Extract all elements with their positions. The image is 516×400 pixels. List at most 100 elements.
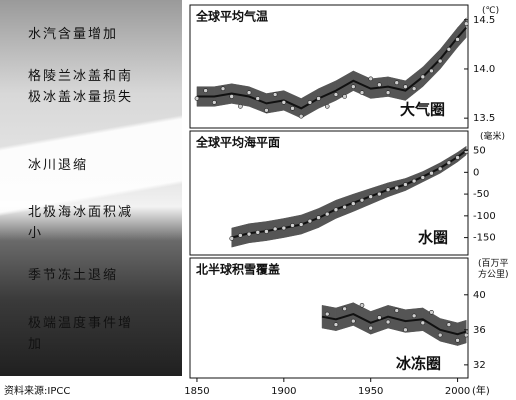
data-point [411, 178, 417, 184]
label: 极端温度事件增加 [28, 316, 134, 352]
data-point [463, 21, 469, 26]
data-point [411, 313, 417, 319]
data-point [333, 92, 339, 97]
data-point [351, 84, 356, 89]
data-point [420, 74, 426, 80]
panel-frame [189, 257, 469, 379]
y-tick-label: 50 [473, 146, 486, 157]
data-point [342, 306, 347, 312]
data-point [333, 322, 339, 327]
data-point [316, 215, 321, 220]
data-point [455, 338, 460, 343]
y-tick-label: 40 [473, 290, 486, 301]
data-point [229, 94, 234, 99]
data-point [298, 113, 304, 119]
data-point [238, 233, 243, 238]
data-point [446, 46, 452, 52]
chart-title: 北半球积雪覆盖 [196, 262, 280, 277]
data-point [307, 100, 313, 105]
annotation: 水圈 [418, 229, 448, 247]
data-point [351, 318, 356, 324]
data-point [377, 315, 382, 320]
data-point [411, 86, 417, 91]
data-point [437, 166, 443, 172]
y-tick-label: 13.5 [473, 113, 495, 124]
data-point [368, 76, 374, 82]
data-point [333, 207, 339, 213]
y-tick-label: 14.0 [473, 64, 495, 75]
y-tick-label: 14.5 [473, 15, 495, 26]
data-point [429, 310, 434, 315]
data-point [385, 319, 391, 325]
trend-line [321, 312, 467, 336]
data-point [281, 225, 287, 231]
data-point [264, 229, 269, 234]
data-point [463, 149, 469, 154]
data-point [368, 325, 374, 331]
data-point [290, 223, 295, 228]
label: 水汽含量增加 [28, 27, 119, 42]
label: 季节冻土退缩 [28, 268, 119, 283]
data-point [455, 155, 460, 160]
annotation: 大气圈 [400, 101, 445, 119]
data-point [203, 88, 208, 93]
data-point [298, 222, 304, 227]
data-point [316, 96, 321, 101]
data-point [194, 96, 200, 101]
y-unit: (℃) [482, 6, 500, 16]
chart-title: 全球平均气温 [195, 9, 268, 24]
label: 格陵兰冰盖和南极冰盖冰量损失 [28, 69, 134, 105]
data-point [403, 327, 408, 333]
photo [0, 0, 182, 376]
y-tick-label: 32 [473, 360, 486, 371]
data-point [429, 68, 434, 74]
data-point [272, 92, 278, 97]
source: 资料来源:IPCC [4, 386, 71, 397]
y-tick-label: -50 [473, 189, 489, 200]
data-point [359, 197, 365, 203]
data-point [324, 211, 330, 217]
data-point [446, 322, 452, 327]
panel-frame [189, 130, 469, 256]
y-tick-label: 0 [473, 167, 479, 178]
data-point [264, 107, 269, 113]
data-point [420, 320, 426, 326]
x-unit: (年) [472, 384, 490, 397]
data-point [446, 160, 452, 166]
data-point [255, 230, 261, 235]
data-point [342, 94, 347, 99]
data-point [403, 182, 408, 187]
data-point [394, 308, 400, 313]
data-point [463, 332, 469, 338]
data-point [377, 82, 382, 88]
data-point [403, 84, 408, 89]
data-point [212, 100, 217, 105]
y-tick-label: 36 [473, 325, 486, 336]
data-point [324, 311, 330, 317]
data-point [342, 204, 347, 210]
data-point [359, 90, 365, 95]
data-point [307, 218, 313, 224]
trend-line [196, 26, 468, 110]
y-tick-label: -100 [473, 211, 496, 222]
data-point [290, 106, 295, 111]
y-unit: (百万平方公里) [478, 259, 509, 280]
data-point [394, 80, 400, 86]
data-point [437, 332, 443, 338]
data-point [351, 201, 356, 206]
data-point [385, 187, 391, 193]
annotation: 冰冻圈 [396, 355, 441, 373]
label: 北极海冰面积减小 [28, 205, 134, 241]
y-unit: (毫米) [480, 132, 506, 142]
label: 冰川退缩 [28, 158, 89, 173]
data-point [420, 175, 426, 180]
data-point [368, 194, 374, 199]
data-point [220, 86, 226, 91]
data-point [272, 226, 278, 232]
data-point [229, 236, 234, 241]
data-point [359, 302, 365, 308]
data-point [324, 104, 330, 109]
data-point [377, 191, 382, 197]
data-point [394, 185, 400, 191]
